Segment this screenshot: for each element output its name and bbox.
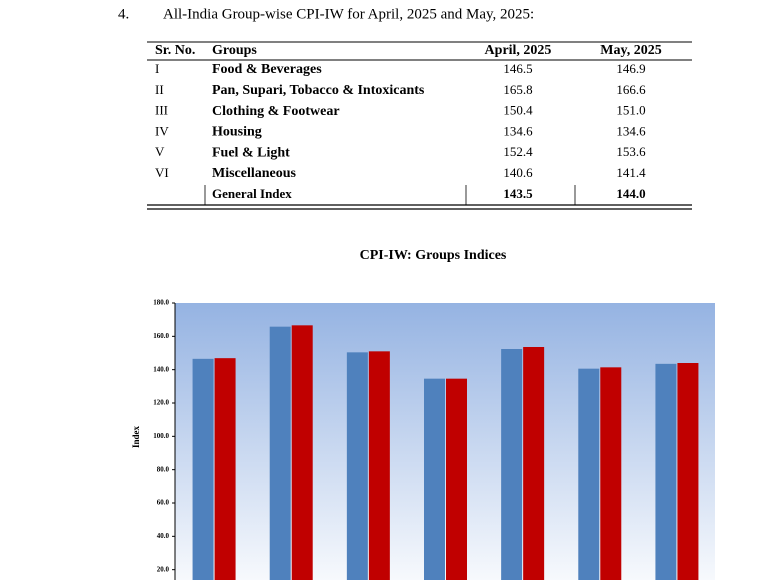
table-cell: I [155, 61, 159, 76]
table-cell: 166.6 [616, 82, 646, 97]
table-header: Groups [212, 43, 257, 58]
y-tick-label: 80.0 [157, 465, 170, 473]
bar [655, 363, 677, 580]
bar [446, 378, 467, 580]
y-tick-label: 180.0 [153, 299, 169, 307]
bar [677, 363, 699, 580]
bar [600, 367, 622, 580]
table-cell: VI [155, 165, 169, 180]
chart: CPI-IW: Groups Indices Index 20.0 40.0 60.… [131, 248, 715, 580]
y-tick-label: 120.0 [153, 399, 169, 407]
bar [346, 352, 368, 580]
table-cell: 146.9 [616, 61, 645, 76]
table-cell: V [155, 144, 165, 159]
table-cell: IV [155, 123, 169, 138]
bar [424, 378, 445, 580]
table-header: Sr. No. [155, 43, 195, 58]
table-cell: 153.6 [616, 144, 646, 159]
table-cell: Fuel & Light [212, 145, 290, 160]
table-cell: 141.4 [616, 165, 646, 180]
table-header: April, 2025 [485, 43, 552, 58]
table-cell: III [155, 103, 168, 118]
y-tick-label: 40.0 [157, 532, 170, 540]
table-cell: Clothing & Footwear [212, 104, 340, 119]
bar [523, 347, 545, 580]
y-tick-label: 140.0 [153, 365, 169, 373]
y-tick-label: 20.0 [157, 565, 170, 573]
table: Sr. No. Groups April, 2025 May, 2025 I Food &… [147, 41, 692, 210]
table-cell: Pan, Supari, Tobacco & Intoxicants [212, 83, 425, 98]
table-cell: 134.6 [616, 123, 646, 138]
table-cell: Housing [212, 125, 262, 140]
bar [269, 326, 291, 580]
table-header: May, 2025 [600, 43, 661, 58]
table-cell: 146.5 [503, 61, 532, 76]
bar [214, 358, 236, 580]
table-cell: 150.4 [503, 103, 533, 118]
bar [291, 325, 313, 580]
y-axis-label: Index [131, 426, 141, 449]
chart-title: CPI-IW: Groups Indices [360, 248, 507, 263]
table-cell: 140.6 [503, 165, 533, 180]
table-cell: 151.0 [616, 103, 645, 118]
table-total: 143.5 [503, 186, 533, 201]
section-number: 4. [118, 6, 129, 22]
table-cell: 134.6 [503, 123, 533, 138]
table-total: 144.0 [616, 186, 645, 201]
bar [368, 351, 390, 580]
table-total: General Index [212, 186, 292, 201]
table-cell: 165.8 [503, 82, 532, 97]
y-tick-label: 100.0 [153, 432, 169, 440]
table-cell: 152.4 [503, 144, 533, 159]
bar [501, 349, 523, 580]
table-cell: II [155, 82, 164, 97]
table-cell: Miscellaneous [212, 166, 297, 181]
section-heading: All-India Group-wise CPI-IW for April, 2… [163, 6, 534, 22]
bar [578, 368, 600, 580]
bar [192, 358, 214, 580]
table-cell: Food & Beverages [212, 62, 322, 77]
y-tick-label: 60.0 [157, 499, 170, 507]
y-tick-label: 160.0 [153, 332, 169, 340]
